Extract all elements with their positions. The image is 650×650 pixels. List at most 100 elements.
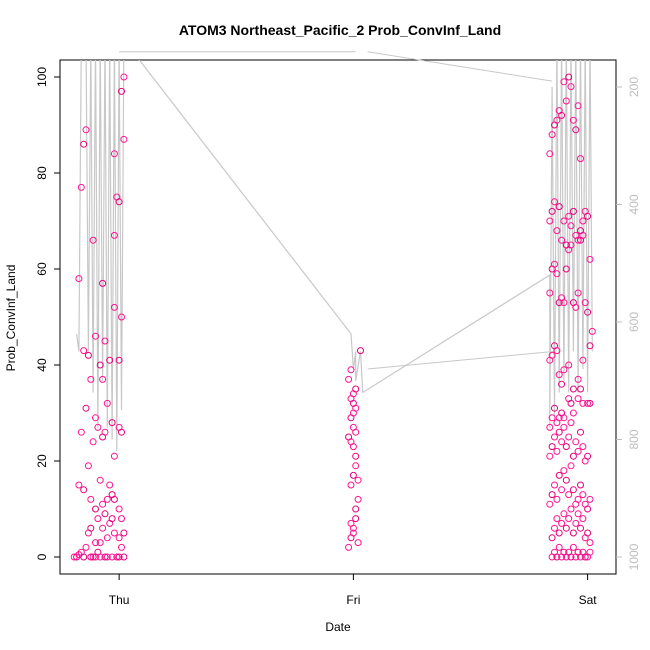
data-point xyxy=(558,486,566,494)
data-point xyxy=(551,481,558,489)
data-point xyxy=(572,438,580,446)
data-point xyxy=(110,452,118,460)
data-point xyxy=(586,399,594,407)
data-point xyxy=(80,486,88,494)
data-point xyxy=(99,375,107,383)
data-point xyxy=(560,78,568,86)
data-point xyxy=(574,395,582,403)
data-point xyxy=(586,342,594,350)
data-point xyxy=(108,419,116,427)
data-point xyxy=(586,255,594,263)
data-point xyxy=(562,476,570,484)
data-point xyxy=(565,491,573,499)
y-right-tick-label: 600 xyxy=(627,312,641,332)
y-axis-left: 0 20 40 60 80 100 xyxy=(35,67,60,560)
data-point xyxy=(352,385,360,393)
data-point xyxy=(551,260,558,268)
data-point xyxy=(89,236,97,244)
y-right-tick-label: 1000 xyxy=(627,543,641,570)
data-point xyxy=(579,217,587,225)
data-point xyxy=(553,495,561,503)
data-point xyxy=(555,471,563,479)
data-point xyxy=(118,313,125,321)
data-point xyxy=(586,548,594,556)
data-point xyxy=(569,529,577,537)
data-point xyxy=(560,467,568,475)
data-point xyxy=(108,491,116,499)
data-point xyxy=(581,553,589,561)
data-point xyxy=(562,241,570,249)
y-tick-label: 60 xyxy=(35,262,49,276)
data-point xyxy=(567,222,575,230)
data-point xyxy=(120,135,128,143)
data-point xyxy=(354,476,362,484)
data-point xyxy=(103,553,111,561)
data-point xyxy=(581,299,589,307)
data-point xyxy=(548,131,556,139)
data-point xyxy=(80,347,88,355)
data-point xyxy=(577,481,584,489)
data-point xyxy=(347,519,355,527)
data-point xyxy=(96,553,104,561)
data-point xyxy=(103,399,111,407)
data-point xyxy=(553,116,561,124)
data-point xyxy=(579,399,587,407)
data-point xyxy=(548,534,556,542)
data-point xyxy=(89,553,97,561)
data-point xyxy=(548,414,556,422)
data-point xyxy=(352,462,360,470)
data-point xyxy=(118,543,125,551)
data-point xyxy=(75,481,83,489)
data-point xyxy=(99,524,107,532)
data-point xyxy=(82,404,90,412)
data-point xyxy=(347,366,355,374)
data-point xyxy=(572,519,580,527)
data-point xyxy=(577,524,584,532)
data-point xyxy=(94,423,102,431)
data-point xyxy=(84,462,92,470)
y-tick-label: 80 xyxy=(35,166,49,180)
data-point xyxy=(546,452,554,460)
data-point xyxy=(92,414,99,422)
data-point xyxy=(588,327,596,335)
data-point xyxy=(110,150,118,158)
data-point xyxy=(110,231,118,239)
series-layer xyxy=(70,51,596,561)
data-point xyxy=(553,515,561,523)
data-point xyxy=(80,553,88,561)
data-point xyxy=(572,126,580,134)
data-point xyxy=(555,543,563,551)
data-point xyxy=(558,236,566,244)
data-point xyxy=(584,212,592,220)
data-point xyxy=(553,553,561,561)
data-point xyxy=(120,73,128,81)
data-point xyxy=(70,553,78,561)
y-tick-label: 100 xyxy=(35,67,49,87)
data-point xyxy=(565,515,573,523)
data-point xyxy=(92,332,99,340)
data-point xyxy=(555,203,563,211)
data-point xyxy=(565,73,573,81)
data-point xyxy=(73,553,81,561)
data-point xyxy=(345,543,353,551)
x-tick-label: Sat xyxy=(579,593,598,607)
data-point xyxy=(110,529,118,537)
data-point xyxy=(572,303,580,311)
data-point xyxy=(115,505,123,513)
data-point xyxy=(562,443,570,451)
data-point xyxy=(103,495,111,503)
data-point xyxy=(546,289,554,297)
connector-line xyxy=(367,350,555,370)
data-point xyxy=(577,428,584,436)
data-point xyxy=(560,217,568,225)
data-point xyxy=(565,212,573,220)
data-point xyxy=(352,505,360,513)
data-point xyxy=(574,447,582,455)
data-point xyxy=(108,515,116,523)
data-point xyxy=(106,481,114,489)
data-point xyxy=(569,385,577,393)
data-point xyxy=(87,375,95,383)
line-series xyxy=(76,60,593,452)
data-point xyxy=(574,510,582,518)
